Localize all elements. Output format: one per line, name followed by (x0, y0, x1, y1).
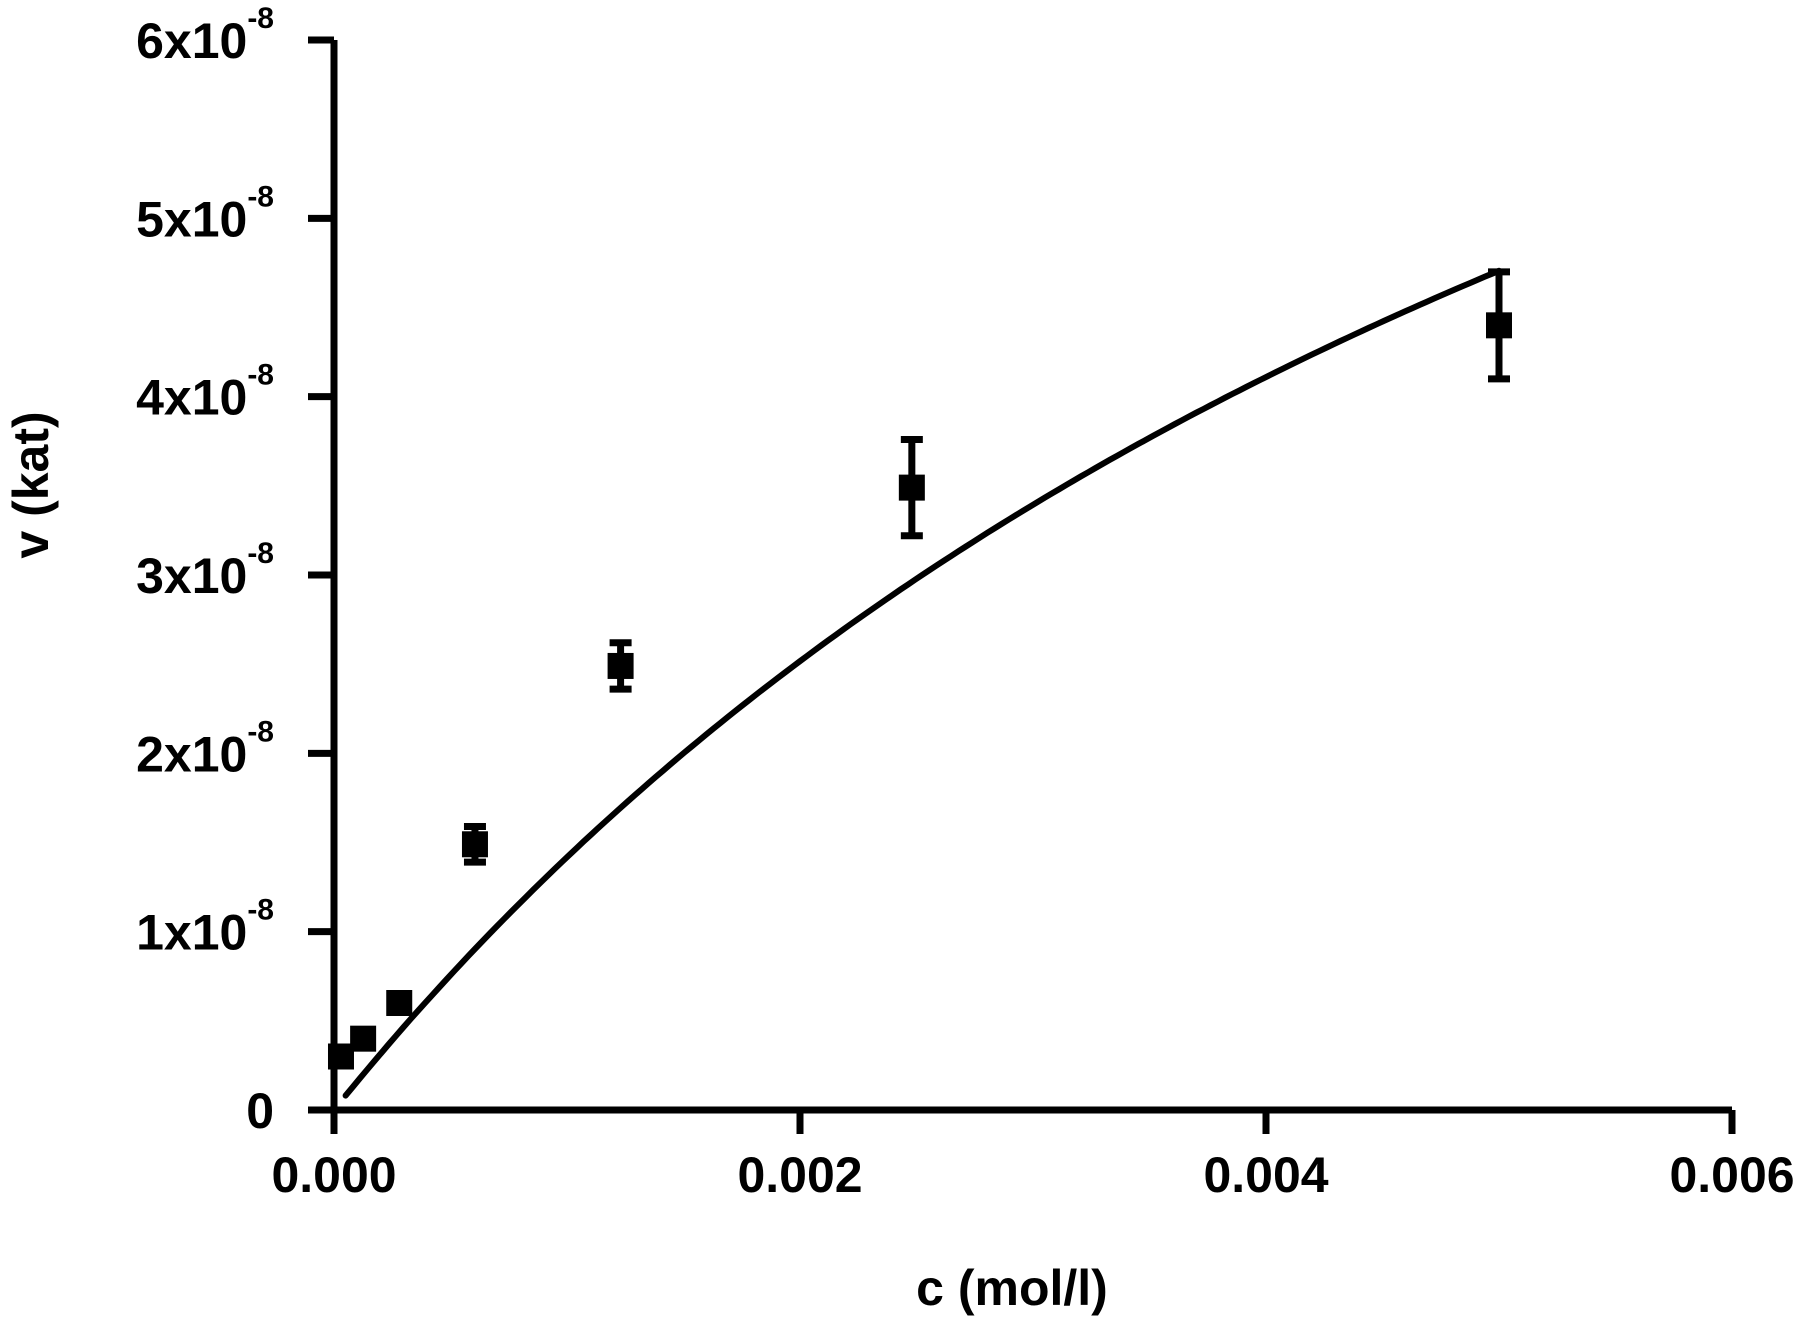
y-tick-label: 5x10-8 (136, 180, 274, 247)
point-marker (461, 831, 488, 858)
x-tick-label: 0.004 (1203, 1147, 1328, 1203)
point-marker (1486, 312, 1512, 339)
y-tick-exponent: -8 (247, 537, 274, 570)
x-axis-title: c (mol/l) (916, 1260, 1108, 1316)
y-tick-exponent: -8 (247, 894, 274, 927)
data-point (898, 435, 925, 540)
y-tick-label: 1x10-8 (136, 894, 274, 961)
point-marker (607, 652, 634, 679)
y-tick-exponent: -8 (247, 715, 274, 748)
y-axis-title: v (kat) (3, 411, 59, 558)
point-marker (386, 990, 413, 1016)
y-tick-label: 3x10-8 (136, 537, 274, 604)
fit-curve (342, 267, 1502, 1099)
data-point (386, 990, 413, 1016)
y-tick-mantissa: 1x10 (136, 905, 247, 961)
data-point (1486, 268, 1512, 383)
x-tick-label: 0.002 (737, 1147, 862, 1203)
y-tick-exponent: -8 (247, 359, 274, 392)
point-marker (327, 1043, 354, 1070)
data-point (350, 1025, 377, 1052)
data-points (327, 268, 1512, 1070)
x-tick-label: 0.006 (1669, 1147, 1794, 1203)
y-tick-mantissa: 0 (246, 1083, 274, 1139)
y-tick-mantissa: 6x10 (136, 13, 247, 69)
point-marker (898, 474, 925, 501)
y-tick-label: 2x10-8 (136, 715, 274, 782)
data-point (327, 1043, 354, 1070)
data-point (461, 822, 488, 866)
y-tick-mantissa: 3x10 (136, 548, 247, 604)
y-tick-mantissa: 5x10 (136, 191, 247, 247)
point-marker (350, 1025, 377, 1052)
y-tick-exponent: -8 (247, 180, 274, 213)
y-tick-mantissa: 2x10 (136, 726, 247, 782)
y-tick-exponent: -8 (247, 2, 274, 35)
x-ticks: 0.000 0.002 0.004 0.006 (271, 1110, 1795, 1203)
y-tick-label: 6x10-8 (136, 2, 274, 69)
y-tick-label: 4x10-8 (136, 359, 274, 426)
data-point (607, 639, 634, 693)
y-tick-label: 0 (246, 1083, 274, 1139)
y-tick-mantissa: 4x10 (136, 370, 247, 426)
x-tick-label: 0.000 (271, 1147, 396, 1203)
